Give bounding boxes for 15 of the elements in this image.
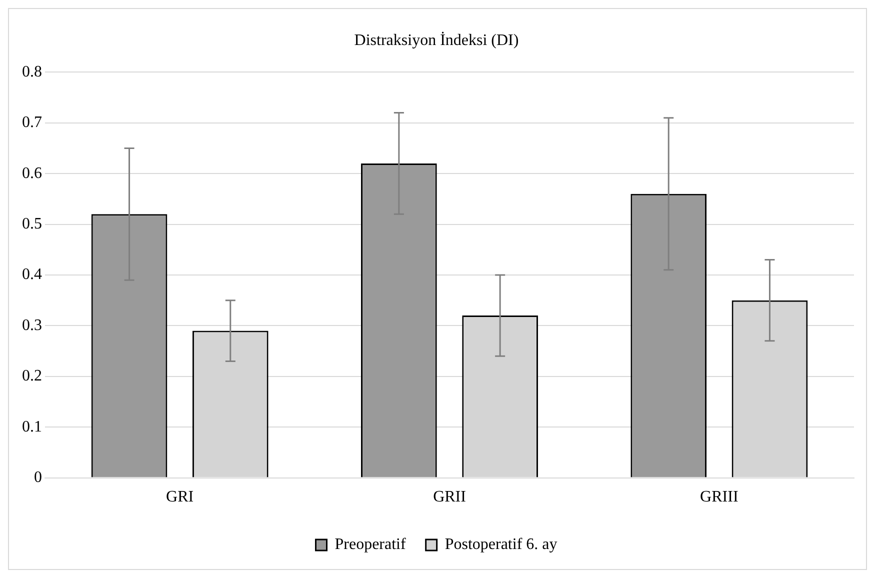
y-tick-label: 0.1 bbox=[22, 418, 42, 436]
y-tick-label: 0.2 bbox=[22, 368, 42, 385]
y-tick-label: 0.7 bbox=[22, 114, 42, 132]
y-tick-label: 0.6 bbox=[22, 164, 42, 182]
y-tick-label: 0.4 bbox=[22, 266, 42, 284]
legend-label: Preoperatif bbox=[334, 536, 406, 554]
x-tick-label: GRI bbox=[166, 488, 194, 506]
y-tick-label: 0.8 bbox=[22, 63, 42, 80]
legend-label: Postoperatif 6. ay bbox=[444, 536, 558, 554]
y-tick-label: 0.3 bbox=[22, 316, 42, 334]
x-tick-label: GRII bbox=[433, 488, 466, 506]
x-tick-label: GRIII bbox=[700, 488, 738, 506]
chart-title: Distraksiyon İndeksi (DI) bbox=[354, 30, 519, 49]
y-tick-label: 0 bbox=[34, 469, 42, 486]
y-tick-label: 0.5 bbox=[22, 216, 42, 233]
